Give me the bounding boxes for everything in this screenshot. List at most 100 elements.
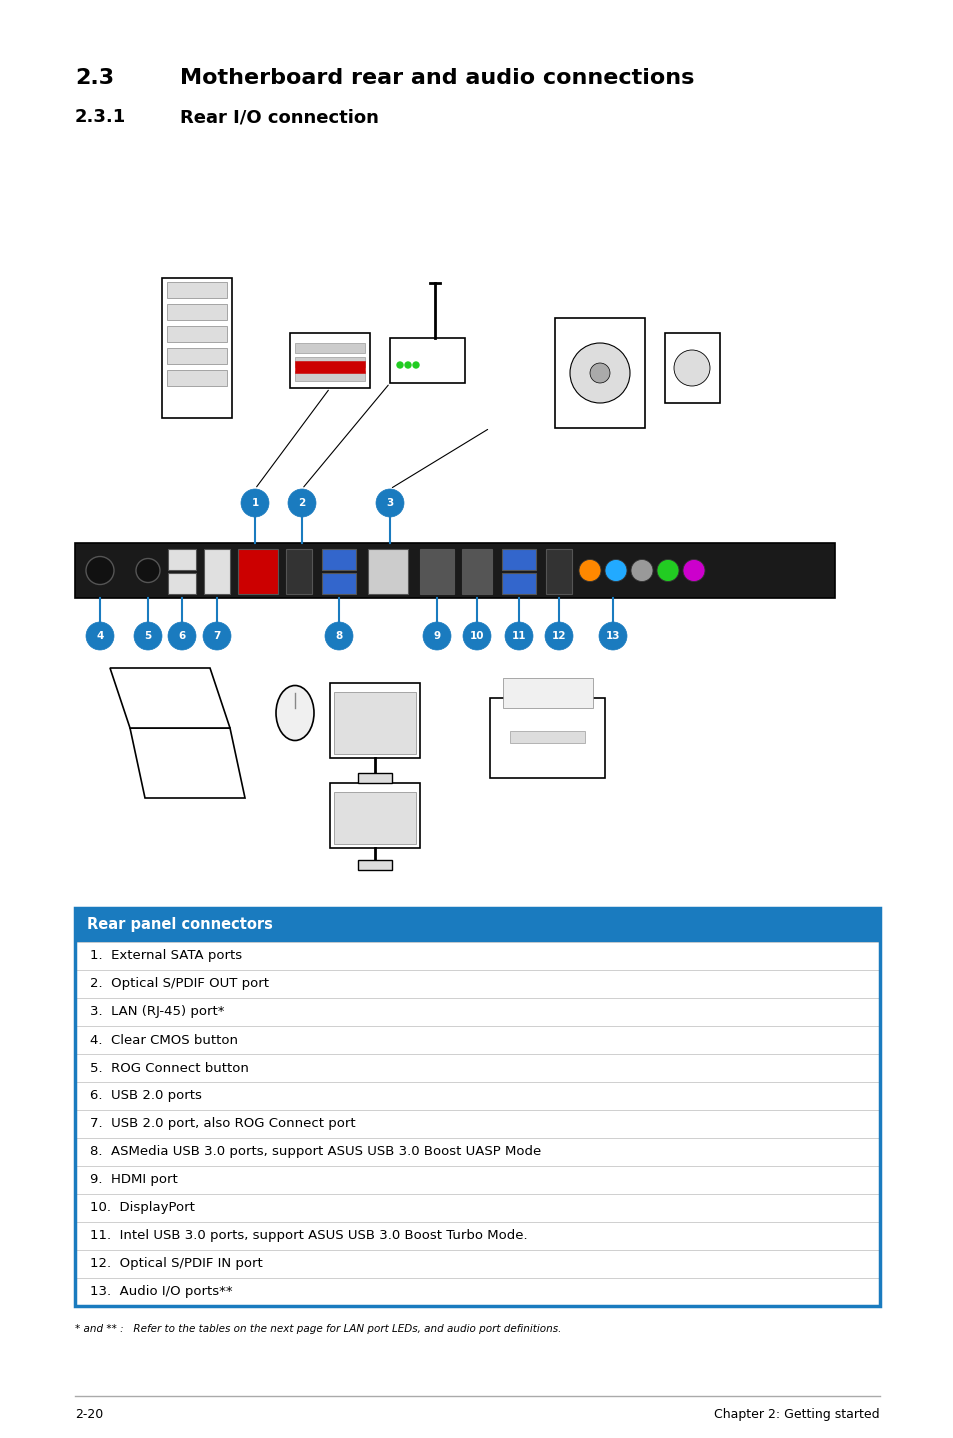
- FancyBboxPatch shape: [168, 572, 195, 594]
- Text: 2: 2: [298, 498, 305, 508]
- Circle shape: [462, 623, 491, 650]
- Text: 6.  USB 2.0 ports: 6. USB 2.0 ports: [90, 1090, 202, 1103]
- Text: Motherboard rear and audio connections: Motherboard rear and audio connections: [180, 68, 694, 88]
- FancyBboxPatch shape: [330, 683, 419, 758]
- FancyBboxPatch shape: [294, 344, 365, 352]
- FancyBboxPatch shape: [167, 282, 227, 298]
- Circle shape: [168, 623, 195, 650]
- FancyBboxPatch shape: [75, 1025, 879, 1054]
- Circle shape: [136, 558, 160, 582]
- Circle shape: [657, 559, 679, 581]
- Text: 7: 7: [213, 631, 220, 641]
- Text: 8: 8: [335, 631, 342, 641]
- Circle shape: [203, 623, 231, 650]
- FancyBboxPatch shape: [162, 278, 232, 418]
- Circle shape: [673, 349, 709, 385]
- FancyBboxPatch shape: [357, 774, 392, 784]
- Circle shape: [86, 557, 113, 584]
- FancyBboxPatch shape: [294, 357, 365, 367]
- Circle shape: [375, 489, 403, 518]
- Circle shape: [288, 489, 315, 518]
- Polygon shape: [130, 728, 245, 798]
- FancyBboxPatch shape: [75, 544, 834, 598]
- FancyBboxPatch shape: [167, 303, 227, 321]
- Text: 12.  Optical S/PDIF IN port: 12. Optical S/PDIF IN port: [90, 1257, 262, 1271]
- FancyBboxPatch shape: [75, 998, 879, 1025]
- Text: 3.  LAN (RJ-45) port*: 3. LAN (RJ-45) port*: [90, 1005, 224, 1018]
- FancyBboxPatch shape: [501, 548, 536, 569]
- FancyBboxPatch shape: [419, 549, 454, 594]
- Circle shape: [325, 623, 353, 650]
- Text: 5.  ROG Connect button: 5. ROG Connect button: [90, 1061, 249, 1074]
- Text: 2.3: 2.3: [75, 68, 114, 88]
- Circle shape: [86, 623, 113, 650]
- Text: 7.  USB 2.0 port, also ROG Connect port: 7. USB 2.0 port, also ROG Connect port: [90, 1117, 355, 1130]
- Circle shape: [241, 489, 269, 518]
- FancyBboxPatch shape: [75, 1250, 879, 1278]
- Circle shape: [598, 623, 626, 650]
- Text: 13: 13: [605, 631, 619, 641]
- FancyBboxPatch shape: [322, 572, 355, 594]
- FancyBboxPatch shape: [545, 549, 572, 594]
- FancyBboxPatch shape: [167, 370, 227, 385]
- FancyBboxPatch shape: [75, 942, 879, 971]
- Circle shape: [405, 362, 411, 368]
- Circle shape: [413, 362, 418, 368]
- Text: 11.  Intel USB 3.0 ports, support ASUS USB 3.0 Boost Turbo Mode.: 11. Intel USB 3.0 ports, support ASUS US…: [90, 1229, 527, 1242]
- Ellipse shape: [275, 686, 314, 741]
- FancyBboxPatch shape: [167, 326, 227, 342]
- FancyBboxPatch shape: [75, 907, 879, 942]
- Text: 5: 5: [144, 631, 152, 641]
- Circle shape: [396, 362, 402, 368]
- FancyBboxPatch shape: [75, 1194, 879, 1222]
- FancyBboxPatch shape: [334, 792, 416, 844]
- FancyBboxPatch shape: [501, 572, 536, 594]
- Circle shape: [422, 623, 451, 650]
- Text: 10: 10: [469, 631, 484, 641]
- FancyBboxPatch shape: [75, 1081, 879, 1110]
- Text: 12: 12: [551, 631, 566, 641]
- FancyBboxPatch shape: [75, 1166, 879, 1194]
- Circle shape: [589, 362, 609, 383]
- Circle shape: [133, 623, 162, 650]
- Text: 1.  External SATA ports: 1. External SATA ports: [90, 949, 242, 962]
- FancyBboxPatch shape: [461, 549, 492, 594]
- Text: 10.  DisplayPort: 10. DisplayPort: [90, 1202, 194, 1215]
- FancyBboxPatch shape: [75, 971, 879, 998]
- Circle shape: [578, 559, 600, 581]
- FancyBboxPatch shape: [294, 371, 365, 381]
- Text: 9: 9: [433, 631, 440, 641]
- FancyBboxPatch shape: [555, 318, 644, 429]
- Text: 13.  Audio I/O ports**: 13. Audio I/O ports**: [90, 1286, 233, 1299]
- FancyBboxPatch shape: [368, 549, 408, 594]
- Text: Chapter 2: Chapter 2: [17, 913, 35, 1014]
- Text: Rear panel connectors: Rear panel connectors: [87, 917, 273, 932]
- Text: 1: 1: [251, 498, 258, 508]
- FancyBboxPatch shape: [75, 1110, 879, 1137]
- FancyBboxPatch shape: [357, 860, 392, 870]
- Polygon shape: [110, 669, 230, 728]
- FancyBboxPatch shape: [237, 549, 277, 594]
- Circle shape: [682, 559, 704, 581]
- FancyBboxPatch shape: [286, 549, 312, 594]
- Circle shape: [630, 559, 652, 581]
- FancyBboxPatch shape: [490, 697, 604, 778]
- FancyBboxPatch shape: [290, 334, 370, 388]
- FancyBboxPatch shape: [330, 784, 419, 848]
- FancyBboxPatch shape: [510, 731, 584, 743]
- Text: * and ** :   Refer to the tables on the next page for LAN port LEDs, and audio p: * and ** : Refer to the tables on the ne…: [75, 1324, 560, 1334]
- FancyBboxPatch shape: [204, 549, 230, 594]
- Text: 2-20: 2-20: [75, 1408, 103, 1421]
- Text: 6: 6: [178, 631, 186, 641]
- Circle shape: [604, 559, 626, 581]
- Text: 4: 4: [96, 631, 104, 641]
- FancyBboxPatch shape: [75, 1054, 879, 1081]
- FancyBboxPatch shape: [167, 348, 227, 364]
- Text: Rear I/O connection: Rear I/O connection: [180, 108, 378, 127]
- Text: 11: 11: [511, 631, 526, 641]
- FancyBboxPatch shape: [334, 692, 416, 754]
- Text: 4.  Clear CMOS button: 4. Clear CMOS button: [90, 1034, 237, 1047]
- Text: 9.  HDMI port: 9. HDMI port: [90, 1173, 177, 1186]
- FancyBboxPatch shape: [322, 548, 355, 569]
- Circle shape: [504, 623, 533, 650]
